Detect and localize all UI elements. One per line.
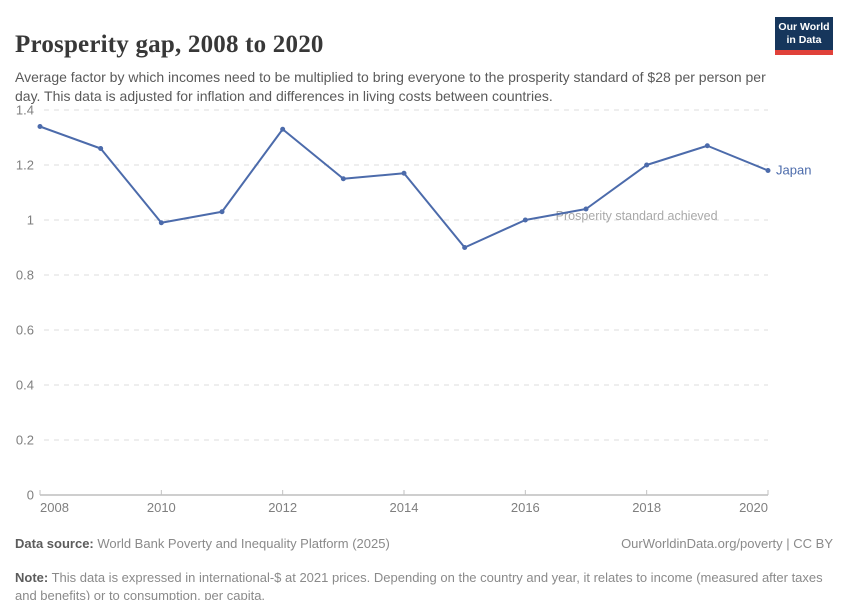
x-tick-label: 2012 bbox=[268, 500, 297, 515]
data-source-text: Data source: World Bank Poverty and Ineq… bbox=[15, 536, 390, 551]
data-point[interactable] bbox=[280, 126, 286, 132]
data-point[interactable] bbox=[462, 245, 468, 250]
data-point[interactable] bbox=[583, 206, 589, 212]
y-tick-label: 0.6 bbox=[16, 323, 34, 338]
x-tick-label: 2016 bbox=[511, 500, 540, 515]
owid-logo-line2: in Data bbox=[786, 33, 822, 46]
chart-subtitle: Average factor by which incomes need to … bbox=[15, 69, 766, 105]
data-point[interactable] bbox=[340, 176, 346, 182]
y-tick-label: 0 bbox=[27, 488, 34, 503]
note-label: Note: bbox=[15, 570, 49, 585]
x-tick-label: 2008 bbox=[40, 500, 69, 515]
y-tick-label: 1.4 bbox=[16, 103, 34, 118]
data-point[interactable] bbox=[704, 143, 710, 149]
note-text: This data is expressed in international-… bbox=[15, 570, 823, 600]
data-point[interactable] bbox=[401, 170, 407, 176]
y-tick-label: 1.2 bbox=[16, 158, 34, 173]
footer-source-row: Data source: World Bank Poverty and Ineq… bbox=[15, 536, 833, 551]
owid-logo[interactable]: Our World in Data bbox=[775, 17, 833, 55]
prosperity-standard-annotation: Prosperity standard achieved bbox=[556, 209, 718, 223]
data-source-label: Data source: bbox=[15, 536, 94, 551]
data-point[interactable] bbox=[37, 124, 43, 129]
footer-note: Note: This data is expressed in internat… bbox=[15, 569, 830, 600]
series-line[interactable] bbox=[39, 125, 769, 249]
data-point[interactable] bbox=[522, 217, 528, 223]
data-point[interactable] bbox=[98, 146, 104, 151]
data-point[interactable] bbox=[219, 209, 225, 215]
data-source-value: World Bank Poverty and Inequality Platfo… bbox=[93, 536, 390, 551]
x-tick-label: 2020 bbox=[739, 500, 768, 515]
y-tick-label: 1 bbox=[27, 213, 34, 228]
x-tick-label: 2014 bbox=[390, 500, 419, 515]
owid-logo-line1: Our World bbox=[778, 21, 830, 34]
series-label: Japan bbox=[776, 163, 811, 178]
data-point[interactable] bbox=[158, 220, 164, 226]
y-tick-label: 0.2 bbox=[16, 433, 34, 448]
data-point[interactable] bbox=[644, 162, 650, 168]
data-point[interactable] bbox=[765, 168, 771, 173]
owid-credit-link[interactable]: OurWorldinData.org/poverty | CC BY bbox=[621, 536, 833, 551]
x-tick-label: 2010 bbox=[147, 500, 176, 515]
x-tick-label: 2018 bbox=[632, 500, 661, 515]
y-tick-label: 0.8 bbox=[16, 268, 34, 283]
y-tick-label: 0.4 bbox=[16, 378, 34, 393]
chart-title: Prosperity gap, 2008 to 2020 bbox=[15, 30, 324, 58]
